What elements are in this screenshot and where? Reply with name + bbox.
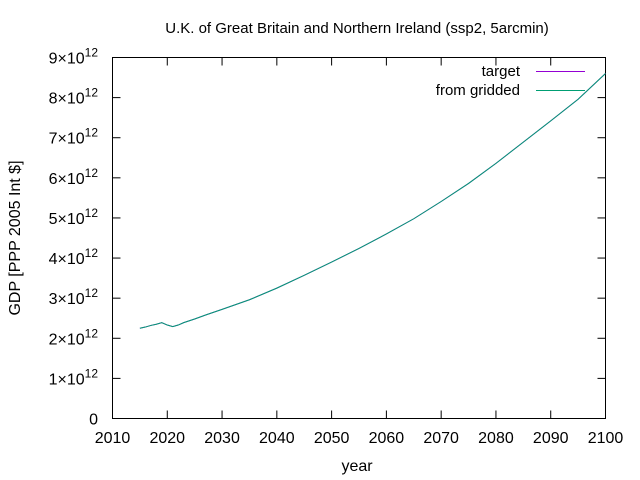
series-layer bbox=[139, 73, 606, 329]
y-tick-label: 4×1012 bbox=[49, 246, 99, 268]
y-tick-label: 8×1012 bbox=[49, 86, 99, 108]
y-tick-exponent: 12 bbox=[85, 166, 99, 180]
y-tick-label: 5×1012 bbox=[49, 206, 99, 228]
x-axis-ticks: 2010 2020 2030 2040 2050 2060 2070 2080 2090 2100 bbox=[95, 57, 624, 447]
series-line-target bbox=[139, 73, 606, 329]
y-tick-exponent: 12 bbox=[85, 366, 99, 380]
y-axis-label: GDP [PPP 2005 Int $] bbox=[7, 160, 24, 315]
y-tick-exponent: 12 bbox=[85, 286, 99, 300]
y-tick-base: 5×10 bbox=[49, 211, 85, 228]
y-tick-base: 2×10 bbox=[49, 331, 85, 348]
x-axis-label: year bbox=[341, 458, 373, 475]
y-tick-exponent: 12 bbox=[85, 206, 99, 220]
y-tick-label: 2×1012 bbox=[49, 326, 99, 348]
y-tick-label: 6×1012 bbox=[49, 166, 99, 188]
y-tick-label: 3×1012 bbox=[49, 286, 99, 308]
y-tick-base: 0 bbox=[89, 412, 98, 429]
y-tick-base: 8×10 bbox=[49, 91, 85, 108]
x-tick-label: 2020 bbox=[149, 430, 185, 447]
legend: target from gridded bbox=[436, 63, 585, 99]
chart-title: U.K. of Great Britain and Northern Irela… bbox=[165, 20, 549, 37]
legend-label-from-gridded: from gridded bbox=[436, 82, 520, 99]
x-tick-label: 2080 bbox=[478, 430, 514, 447]
y-tick-base: 9×10 bbox=[49, 51, 85, 68]
x-tick-label: 2090 bbox=[533, 430, 569, 447]
x-tick-label: 2010 bbox=[95, 430, 131, 447]
y-tick-label: 0 bbox=[89, 412, 98, 429]
x-tick-label: 2060 bbox=[369, 430, 405, 447]
y-tick-exponent: 12 bbox=[85, 86, 99, 100]
y-tick-base: 1×10 bbox=[49, 371, 85, 388]
x-tick-label: 2100 bbox=[588, 430, 624, 447]
y-tick-exponent: 12 bbox=[85, 126, 99, 140]
y-tick-label: 9×1012 bbox=[49, 46, 99, 68]
y-tick-base: 6×10 bbox=[49, 171, 85, 188]
x-tick-label: 2050 bbox=[314, 430, 350, 447]
y-tick-base: 3×10 bbox=[49, 291, 85, 308]
y-tick-base: 7×10 bbox=[49, 131, 85, 148]
x-tick-label: 2040 bbox=[259, 430, 295, 447]
plot-frame bbox=[112, 57, 606, 419]
series-line-from-gridded bbox=[139, 73, 606, 329]
y-tick-exponent: 12 bbox=[85, 246, 99, 260]
legend-label-target: target bbox=[482, 63, 521, 80]
y-tick-base: 4×10 bbox=[49, 251, 85, 268]
y-axis-ticks: 01×10122×10123×10124×10125×10126×10127×1… bbox=[49, 46, 606, 429]
y-tick-label: 7×1012 bbox=[49, 126, 99, 148]
y-tick-exponent: 12 bbox=[85, 46, 99, 60]
y-tick-label: 1×1012 bbox=[49, 366, 99, 388]
x-tick-label: 2030 bbox=[204, 430, 240, 447]
y-tick-exponent: 12 bbox=[85, 326, 99, 340]
x-tick-label: 2070 bbox=[423, 430, 459, 447]
